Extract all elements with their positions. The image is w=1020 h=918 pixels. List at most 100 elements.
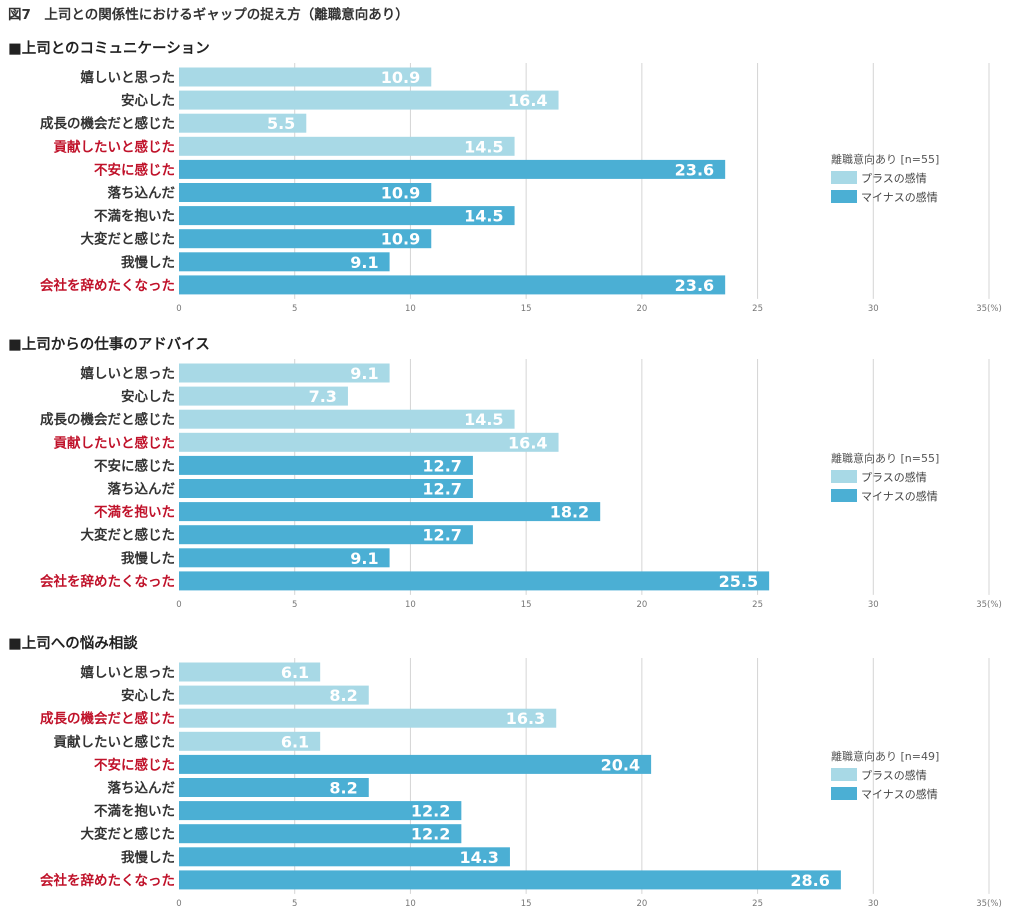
data-label: 20.4 xyxy=(601,755,640,774)
category-label: 貢献したいと感じた xyxy=(54,138,176,155)
bar xyxy=(179,136,515,156)
data-label: 28.6 xyxy=(790,871,829,890)
legend-swatch-minus xyxy=(831,787,857,800)
data-label: 14.5 xyxy=(464,207,503,226)
bar xyxy=(179,455,473,475)
tick-label: 35(%) xyxy=(976,304,1002,314)
bar xyxy=(179,183,432,202)
tick-label: 20 xyxy=(636,899,647,909)
data-label: 23.6 xyxy=(675,160,714,179)
data-label: 12.7 xyxy=(422,526,461,545)
data-label: 9.1 xyxy=(350,364,378,383)
bar xyxy=(179,252,390,272)
tick-label: 15 xyxy=(521,600,532,610)
tick-label: 15 xyxy=(521,899,532,909)
data-label: 12.2 xyxy=(411,802,450,821)
category-label: 安心した xyxy=(121,388,175,405)
category-label: 嬉しいと思った xyxy=(81,69,176,86)
bar xyxy=(179,731,321,751)
bar xyxy=(179,90,559,110)
bar xyxy=(179,206,515,226)
data-label: 7.3 xyxy=(309,387,337,406)
legend-label: マイナスの感情 xyxy=(861,788,938,801)
category-label: 安心した xyxy=(121,687,175,704)
data-label: 12.2 xyxy=(411,825,450,844)
data-label: 6.1 xyxy=(281,663,309,682)
category-label: 貢献したいと感じた xyxy=(54,733,176,750)
category-label: 大変だと感じた xyxy=(81,826,176,843)
category-label: 我慢した xyxy=(121,849,175,866)
bar xyxy=(179,386,348,406)
tick-label: 30 xyxy=(868,304,879,314)
bar xyxy=(179,159,726,179)
legend-title: 離職意向あり [n=55] xyxy=(831,152,939,166)
category-label: 不満を抱いた xyxy=(94,803,175,820)
data-label: 6.1 xyxy=(281,732,309,751)
data-label: 5.5 xyxy=(267,114,295,133)
data-label: 16.4 xyxy=(508,91,547,110)
category-label: 嬉しいと思った xyxy=(81,664,176,681)
data-label: 14.3 xyxy=(459,848,498,867)
tick-label: 25 xyxy=(752,600,763,610)
bar xyxy=(179,662,321,682)
tick-label: 35(%) xyxy=(976,600,1002,610)
data-label: 23.6 xyxy=(675,276,714,295)
category-label: 落ち込んだ xyxy=(108,780,176,797)
bar xyxy=(179,363,390,383)
legend-swatch-minus xyxy=(831,489,857,502)
category-label: 我慢した xyxy=(121,254,175,271)
bar xyxy=(179,824,462,844)
legend-label: プラスの感情 xyxy=(861,471,927,484)
tick-label: 35(%) xyxy=(976,899,1002,909)
bar xyxy=(179,525,473,545)
bar xyxy=(179,571,770,591)
data-label: 8.2 xyxy=(329,686,357,705)
bar xyxy=(179,479,473,498)
legend-label: マイナスの感情 xyxy=(861,490,938,503)
tick-label: 0 xyxy=(176,899,181,909)
category-label: 会社を辞めたくなった xyxy=(40,573,175,590)
tick-label: 5 xyxy=(292,600,297,610)
category-label: 成長の機会だと感じた xyxy=(40,115,175,132)
category-label: 大変だと感じた xyxy=(81,231,176,248)
category-label: 落ち込んだ xyxy=(108,481,176,498)
tick-label: 5 xyxy=(292,304,297,314)
tick-label: 10 xyxy=(405,304,416,314)
tick-label: 25 xyxy=(752,899,763,909)
tick-label: 0 xyxy=(176,600,181,610)
category-label: 不安に感じた xyxy=(94,756,175,773)
data-label: 25.5 xyxy=(719,572,758,591)
section-title: ■上司からの仕事のアドバイス xyxy=(8,335,210,353)
bar xyxy=(179,67,432,87)
tick-label: 10 xyxy=(405,600,416,610)
bar xyxy=(179,502,601,522)
bar xyxy=(179,548,390,568)
category-label: 大変だと感じた xyxy=(81,527,176,544)
legend-swatch-plus xyxy=(831,768,857,781)
data-label: 16.3 xyxy=(506,709,545,728)
legend-label: プラスの感情 xyxy=(861,769,927,782)
data-label: 14.5 xyxy=(464,410,503,429)
tick-label: 20 xyxy=(636,600,647,610)
section-title: ■上司への悩み相談 xyxy=(8,634,138,652)
bar xyxy=(179,229,432,249)
bar xyxy=(179,708,557,728)
section-title: ■上司とのコミュニケーション xyxy=(8,40,210,57)
category-label: 成長の機会だと感じた xyxy=(40,710,175,727)
category-label: 落ち込んだ xyxy=(108,185,176,202)
bar xyxy=(179,870,841,890)
bar xyxy=(179,685,369,705)
category-label: 不安に感じた xyxy=(94,457,175,474)
legend-label: マイナスの感情 xyxy=(861,191,938,204)
legend-title: 離職意向あり [n=49] xyxy=(831,749,939,763)
category-label: 会社を辞めたくなった xyxy=(40,872,175,889)
data-label: 10.9 xyxy=(381,68,420,87)
tick-label: 30 xyxy=(868,600,879,610)
category-label: 不満を抱いた xyxy=(94,504,175,521)
tick-label: 15 xyxy=(521,304,532,314)
bar xyxy=(179,113,307,133)
figure-title: 図7 上司との関係性におけるギャップの捉え方（離職意向あり） xyxy=(8,6,409,23)
tick-label: 20 xyxy=(636,304,647,314)
legend-swatch-minus xyxy=(831,190,857,203)
